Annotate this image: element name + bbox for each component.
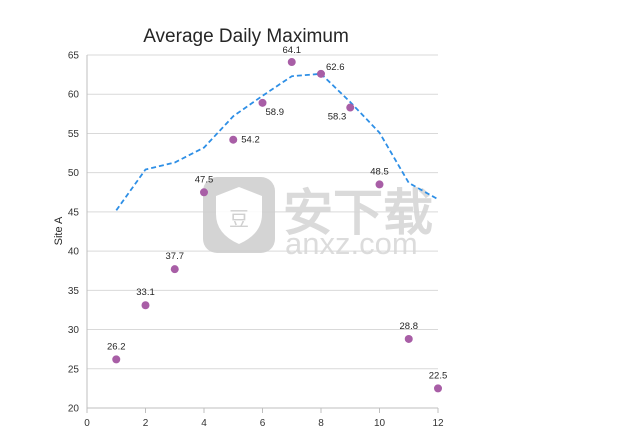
data-label-8: 62.6 [326, 62, 345, 73]
y-tick-label-20: 20 [68, 404, 80, 415]
watermark-icon-glyph: 豆 [229, 209, 249, 231]
watermark: 豆 安下载 anxz.com [203, 177, 433, 261]
x-tick-label-6: 6 [260, 418, 266, 429]
data-point-10 [375, 180, 384, 189]
data-label-3: 37.7 [166, 251, 185, 262]
chart-title: Average Daily Maximum [143, 26, 349, 47]
data-label-10: 48.5 [370, 166, 389, 177]
data-label-4: 47.5 [195, 174, 214, 185]
y-tick-label-55: 55 [68, 129, 80, 140]
y-tick-label-50: 50 [68, 168, 80, 179]
series-line-dashed [115, 72, 439, 211]
data-point-7 [287, 58, 296, 67]
data-label-2: 33.1 [136, 287, 155, 298]
data-point-4 [200, 188, 208, 197]
data-point-5 [229, 135, 238, 144]
data-label-9: 58.3 [328, 112, 347, 123]
data-label-6: 58.9 [266, 107, 285, 118]
x-tick-label-12: 12 [432, 418, 444, 429]
data-point-2 [141, 301, 150, 310]
data-label-7: 64.1 [283, 45, 302, 56]
data-label-12: 22.5 [429, 370, 448, 381]
x-tick-label-8: 8 [318, 418, 324, 429]
x-tick-label-2: 2 [143, 418, 149, 429]
x-tick-label-4: 4 [201, 418, 207, 429]
watermark-subtext: anxz.com [285, 226, 418, 261]
y-tick-label-40: 40 [68, 247, 80, 258]
y-tick-label-30: 30 [68, 325, 80, 336]
y-axis-label: Site A [53, 216, 65, 245]
y-tick-label-65: 65 [68, 51, 80, 62]
data-point-6 [258, 98, 267, 107]
data-point-12 [434, 384, 442, 393]
data-point-1 [112, 355, 121, 364]
shield-icon [216, 187, 262, 244]
watermark-text: 安下载 [283, 185, 433, 241]
data-point-9 [346, 103, 355, 112]
y-tick-labels: 20 25 30 35 40 45 50 55 60 65 [68, 51, 80, 415]
y-tick-label-60: 60 [68, 90, 80, 101]
data-label-5: 54.2 [241, 135, 260, 146]
x-tick-labels: 0 2 4 6 8 10 12 [84, 418, 444, 429]
plot-series [112, 58, 442, 393]
data-label-1: 26.2 [107, 341, 126, 352]
data-point-8 [317, 69, 325, 78]
y-tick-label-25: 25 [68, 364, 80, 375]
y-tick-label-35: 35 [68, 286, 80, 297]
y-tick-label-45: 45 [68, 207, 80, 218]
data-labels: 26.2 33.1 37.7 47.5 54.2 58.9 64.1 62.6 58.3 48.5… [107, 45, 447, 381]
data-point-3 [170, 265, 179, 274]
x-tick-label-0: 0 [84, 418, 90, 429]
data-label-11: 28.8 [400, 321, 419, 332]
data-point-11 [404, 334, 413, 343]
x-tick-label-10: 10 [374, 418, 386, 429]
axes [86, 55, 439, 413]
